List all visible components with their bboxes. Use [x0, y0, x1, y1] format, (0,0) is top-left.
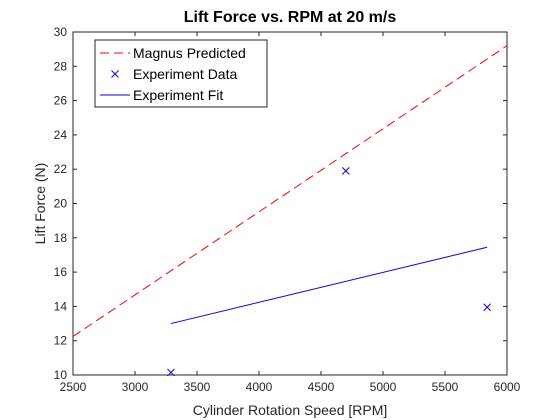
x-tick-label: 3000: [122, 380, 149, 394]
series-line: [72, 45, 508, 337]
legend-marker: [111, 70, 119, 78]
y-tick-label: 26: [54, 94, 68, 108]
legend-box: [94, 39, 268, 108]
legend-entry: Experiment Fit: [100, 87, 223, 103]
y-tick-label: 28: [54, 59, 68, 73]
axis-ticks: [72, 31, 508, 376]
y-tick-label: 12: [54, 334, 68, 348]
y-tick-label: 16: [54, 265, 68, 279]
y-tick-label: 18: [54, 231, 68, 245]
data-point: [341, 167, 350, 175]
series-line: [170, 246, 488, 325]
legend-entry: Experiment Data: [111, 66, 237, 82]
x-tick-label: 2500: [60, 380, 87, 394]
y-tick-label: 22: [54, 162, 68, 176]
x-tick-label: 5000: [370, 380, 397, 394]
x-tick-labels: 2500 3000 3500 4000 4500 5000 5500 6000: [60, 380, 521, 394]
legend-label: Magnus Predicted: [133, 45, 246, 61]
legend-label: Experiment Fit: [133, 87, 223, 103]
y-tick-label: 24: [54, 128, 68, 142]
x-tick-label: 6000: [494, 380, 521, 394]
legend-entry: Magnus Predicted: [100, 45, 246, 61]
series-layer: [72, 45, 508, 377]
y-tick-label: 10: [54, 368, 68, 382]
x-axis-label: Cylinder Rotation Speed [RPM]: [193, 402, 388, 418]
y-axis-label: Lift Force (N): [32, 163, 48, 245]
x-tick-label: 3500: [184, 380, 211, 394]
y-tick-labels: 10 12 14 16 18 20 22 24 26 28 30: [54, 25, 68, 382]
x-tick-label: 5500: [432, 380, 459, 394]
y-tick-label: 20: [54, 197, 68, 211]
y-tick-label: 30: [54, 25, 68, 39]
legend-label: Experiment Data: [133, 66, 237, 82]
x-tick-label: 4500: [308, 380, 335, 394]
y-tick-label: 14: [54, 299, 68, 313]
data-point: [483, 303, 492, 312]
legend: Magnus Predicted Experiment Data Experimen…: [94, 39, 268, 108]
chart-title: Lift Force vs. RPM at 20 m/s: [184, 9, 397, 26]
x-tick-label: 4000: [246, 380, 273, 394]
data-point: [167, 368, 175, 377]
